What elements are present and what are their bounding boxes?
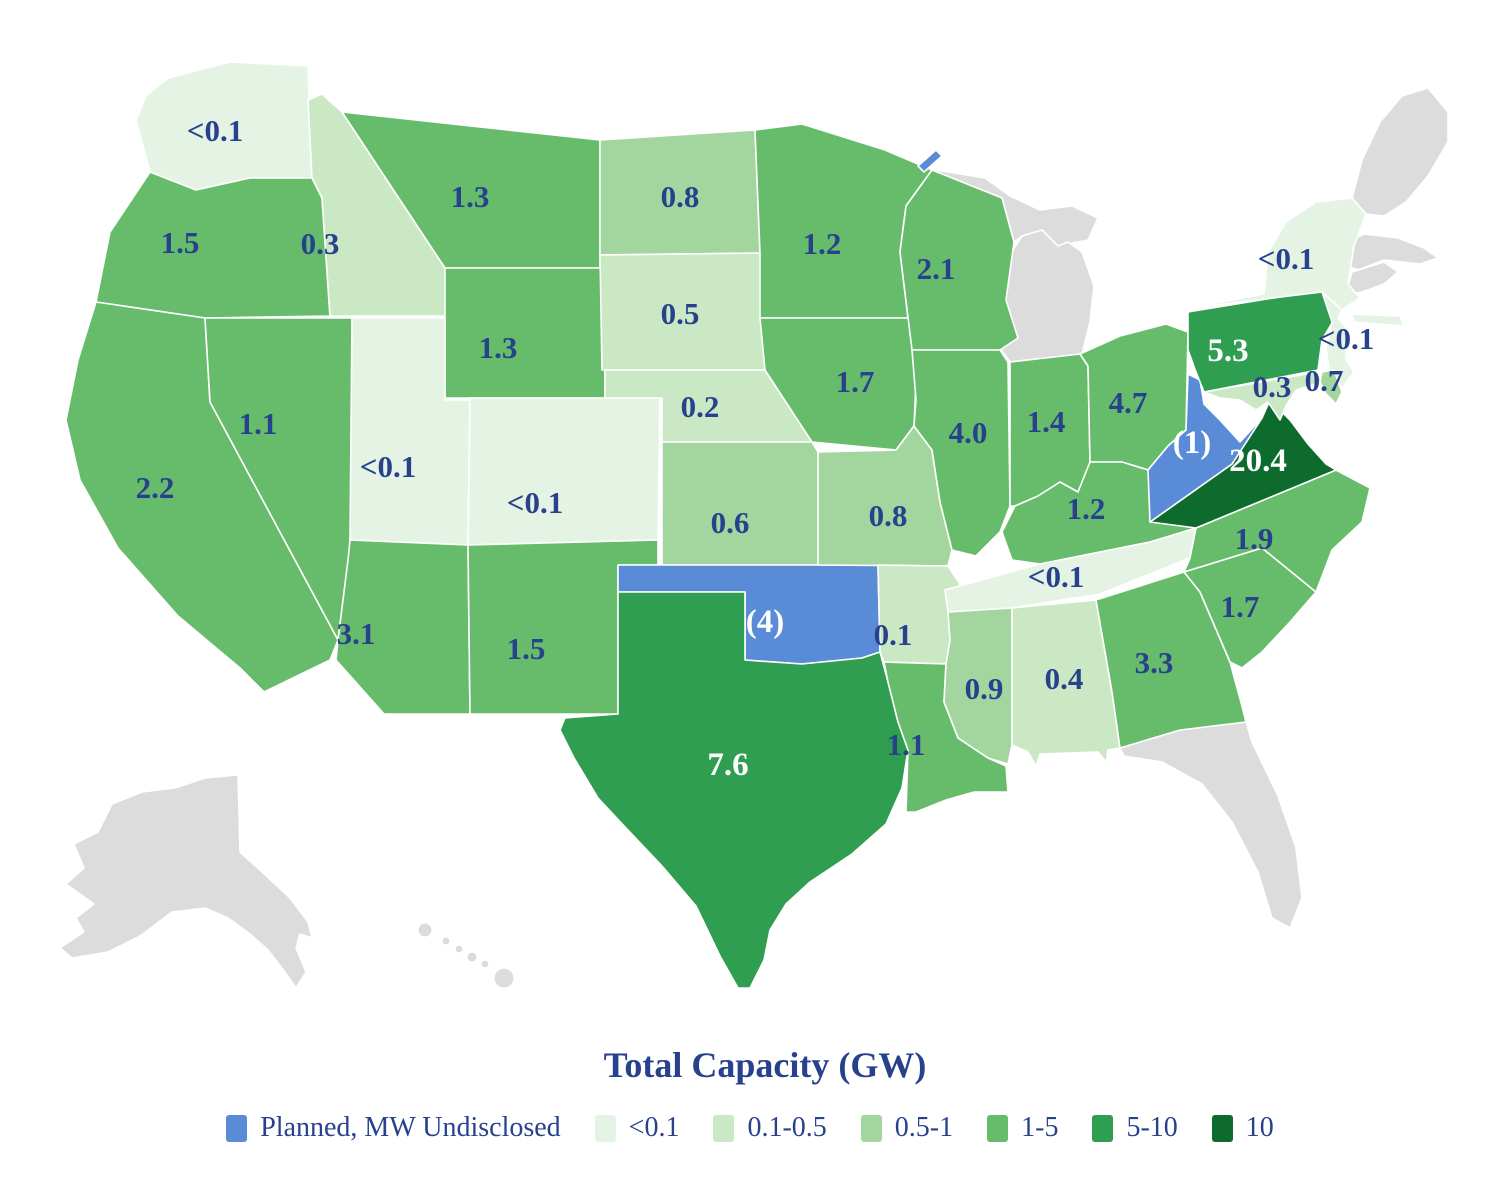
isle-royale-planned-sliver [917, 149, 943, 173]
hawaii-island [417, 922, 433, 938]
map-title: Total Capacity (GW) [603, 1045, 927, 1085]
state-tx[interactable] [559, 591, 909, 989]
state-ks[interactable] [661, 441, 819, 566]
state-ma-no-data [1345, 233, 1439, 271]
state-label-ks: 0.6 [711, 505, 750, 540]
state-label-pa: 5.3 [1207, 333, 1248, 369]
legend-item-b1_5-label: 1-5 [1021, 1112, 1059, 1143]
legend-item-b5_10: 5-10 [1092, 1112, 1178, 1144]
state-label-va: 20.4 [1229, 443, 1287, 479]
us-choropleth-map: <0.1 1.5 2.2 1.1 0.3 1.3 1.3 <0.1 <0.1 3.1 1.5 0.8 0… [59, 61, 1449, 989]
legend-item-b01_05-label: 0.1-0.5 [747, 1112, 827, 1143]
legend-item-b1_5-swatch [987, 1114, 1009, 1142]
state-label-co: <0.1 [507, 485, 563, 520]
legend-item-b05_1: 0.5-1 [860, 1112, 954, 1144]
state-label-sd: 0.5 [661, 296, 700, 331]
legend-item-lt01-label: <0.1 [628, 1112, 680, 1143]
state-wy[interactable] [444, 267, 606, 399]
state-label-wv: (1) [1173, 425, 1211, 461]
state-nj[interactable] [1321, 291, 1355, 389]
state-label-wi: 2.1 [917, 251, 956, 286]
state-il[interactable] [911, 349, 1011, 557]
hawaii-island [493, 967, 515, 989]
state-label-tn: <0.1 [1028, 559, 1084, 594]
state-label-wa: <0.1 [187, 113, 243, 148]
state-label-id: 0.3 [301, 226, 340, 261]
legend-item-lt01-swatch [594, 1114, 616, 1142]
hawaii-island [480, 959, 490, 969]
state-label-az: 3.1 [337, 616, 376, 651]
state-wi[interactable] [899, 169, 1019, 351]
state-label-ga: 3.3 [1135, 645, 1174, 680]
legend-item-b5_10-label: 5-10 [1126, 1112, 1178, 1143]
legend-item-b10-swatch [1211, 1114, 1233, 1142]
state-label-nd: 0.8 [661, 179, 700, 214]
state-label-ne: 0.2 [681, 389, 720, 424]
state-label-il: 4.0 [949, 415, 988, 450]
state-label-la: 1.1 [887, 727, 926, 762]
state-label-mn: 1.2 [803, 226, 842, 261]
state-label-wy: 1.3 [479, 330, 518, 365]
state-de[interactable] [1319, 369, 1343, 405]
legend-item-planned: Planned, MW Undisclosed [226, 1112, 561, 1144]
legend-item-b10: 10 [1211, 1112, 1274, 1144]
state-label-nj: <0.1 [1318, 321, 1374, 356]
legend-item-b1_5: 1-5 [987, 1112, 1058, 1144]
state-label-ny: <0.1 [1258, 241, 1314, 276]
state-label-sc: 1.7 [1221, 589, 1260, 624]
state-label-ms: 0.9 [965, 671, 1004, 706]
state-label-ok: (4) [746, 604, 784, 640]
state-label-al: 0.4 [1045, 661, 1084, 696]
state-nc[interactable] [1183, 469, 1371, 593]
state-or[interactable] [95, 171, 331, 319]
hawaii-island [466, 951, 478, 963]
state-label-mo: 0.8 [869, 498, 908, 533]
legend-item-b01_05: 0.1-0.5 [713, 1112, 827, 1144]
state-me-no-data [1351, 87, 1449, 217]
state-label-in: 1.4 [1027, 404, 1066, 439]
state-label-ia: 1.7 [836, 364, 875, 399]
state-label-nm: 1.5 [507, 631, 546, 666]
state-label-md: 0.3 [1253, 369, 1292, 404]
state-co[interactable] [467, 397, 661, 546]
legend-item-b01_05-swatch [713, 1114, 735, 1142]
legend-item-b5_10-swatch [1092, 1114, 1114, 1142]
legend-item-b05_1-swatch [860, 1114, 882, 1142]
legend-item-lt01: <0.1 [594, 1112, 680, 1144]
legend: Planned, MW Undisclosed <0.1 0.1-0.5 0.5-1 1… [0, 1112, 1500, 1144]
state-label-ar: 0.1 [874, 617, 913, 652]
hawaii-island [454, 944, 464, 954]
state-label-nc: 1.9 [1235, 521, 1274, 556]
state-label-ca: 2.2 [136, 470, 175, 505]
hawaii-island [441, 936, 451, 946]
state-label-nv: 1.1 [239, 406, 278, 441]
legend-item-planned-label: Planned, MW Undisclosed [260, 1112, 561, 1143]
state-fl-no-data [1119, 721, 1303, 929]
state-label-ut: <0.1 [360, 449, 416, 484]
legend-item-b05_1-label: 0.5-1 [894, 1112, 954, 1143]
state-label-oh: 4.7 [1109, 385, 1148, 420]
state-label-or: 1.5 [161, 225, 200, 260]
state-ak-no-data [59, 774, 313, 989]
state-label-ky: 1.2 [1067, 491, 1106, 526]
state-label-de: 0.7 [1305, 363, 1344, 398]
state-label-mt: 1.3 [451, 179, 490, 214]
legend-item-b10-label: 10 [1245, 1112, 1274, 1143]
legend-item-planned-swatch [226, 1114, 248, 1142]
state-label-tx: 7.6 [707, 747, 748, 783]
